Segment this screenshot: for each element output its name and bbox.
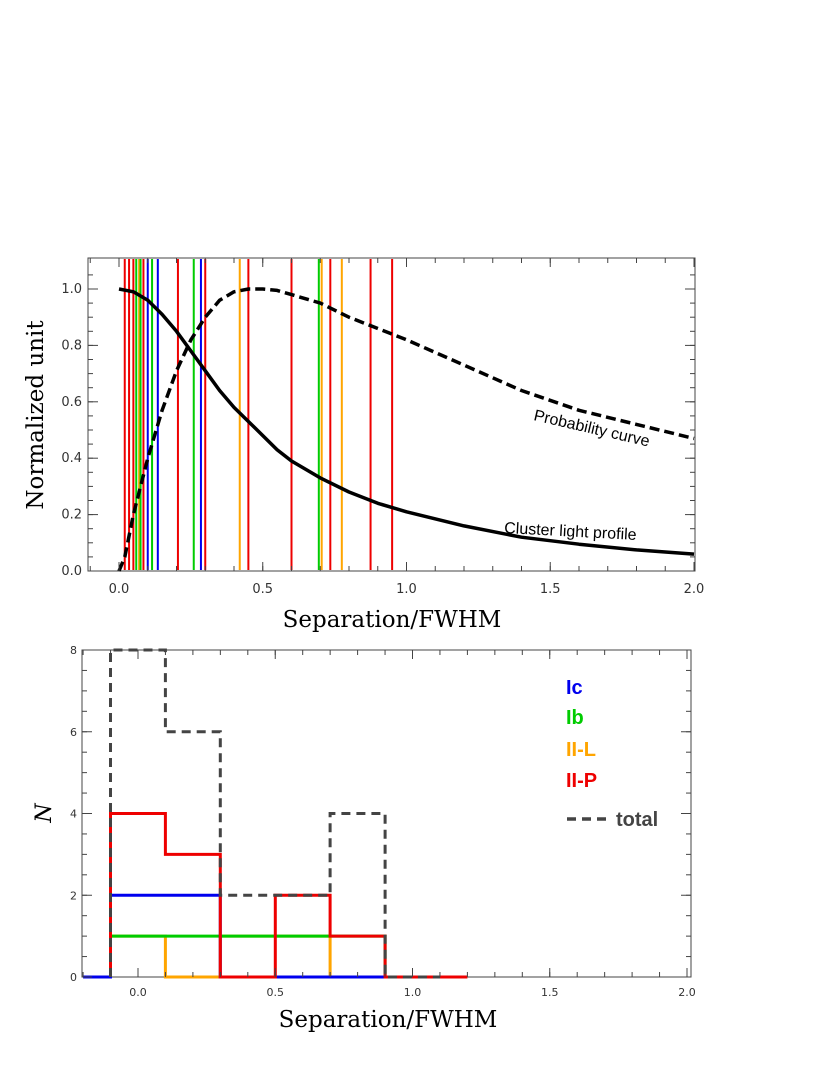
bottom-xtick-label: 1.5 (541, 986, 559, 999)
top-plot-frame (87, 257, 696, 572)
probability-curve-line (117, 287, 695, 572)
bottom-panel: 0.0 0.5 1.0 1.5 2.0 0 2 4 6 8 Ic Ib II-L II-P tot… (32, 644, 696, 1033)
top-ytick-label: 0.4 (61, 451, 82, 466)
top-ytick-label: 0.0 (61, 564, 82, 579)
bottom-xtick-label: 0.0 (129, 986, 147, 999)
bottom-ytick-label: 8 (70, 644, 77, 657)
top-ytick-label: 0.2 (61, 508, 82, 523)
legend-ib: Ib (566, 707, 584, 729)
legend-ii-l: II-L (566, 739, 596, 761)
top-xtick-label: 2.0 (684, 582, 705, 597)
bottom-ytick-label: 6 (70, 726, 77, 739)
top-xtick-label: 1.0 (396, 582, 417, 597)
top-ytick-label: 0.6 (61, 395, 82, 410)
bottom-ticks: 0.0 0.5 1.0 1.5 2.0 0 2 4 6 8 (70, 644, 696, 999)
annotation-cluster-light-profile: Cluster light profile (504, 520, 637, 544)
legend-ic: Ic (566, 677, 583, 699)
top-vlines (123, 259, 394, 570)
top-curves (117, 287, 695, 572)
top-xtick-label: 0.0 (109, 582, 130, 597)
legend-ii-p: II-P (566, 770, 597, 792)
bottom-histogram (83, 648, 468, 979)
top-panel: 0.0 0.5 1.0 1.5 2.00.00.20.40.60.81.0 Probab… (23, 257, 704, 633)
top-y-axis-title: Normalized unit (23, 320, 49, 510)
hist-total-step (109, 648, 440, 979)
legend: Ic Ib II-L II-P total (566, 677, 658, 831)
legend-total: total (616, 809, 658, 831)
bottom-y-axis-title: N (32, 803, 57, 824)
bottom-ytick-label: 2 (70, 889, 77, 902)
cluster-light-profile-line (118, 287, 695, 556)
bottom-ytick-label: 4 (70, 808, 77, 821)
top-xtick-label: 0.5 (252, 582, 273, 597)
top-ticks: 0.0 0.5 1.0 1.5 2.0 0.0 0.2 0.4 0.6 0.8 1.0 (61, 258, 704, 597)
bottom-ytick-label: 0 (70, 971, 77, 984)
bottom-xtick-label: 2.0 (678, 986, 696, 999)
bottom-xtick-label: 1.0 (404, 986, 422, 999)
bottom-x-axis-title: Separation/FWHM (279, 1007, 498, 1033)
bottom-xtick-label: 0.5 (267, 986, 285, 999)
top-ytick-label: 1.0 (61, 282, 82, 297)
top-x-axis-title: Separation/FWHM (283, 607, 502, 633)
top-xtick-label: 1.5 (540, 582, 561, 597)
top-ytick-label: 0.8 (61, 338, 82, 353)
